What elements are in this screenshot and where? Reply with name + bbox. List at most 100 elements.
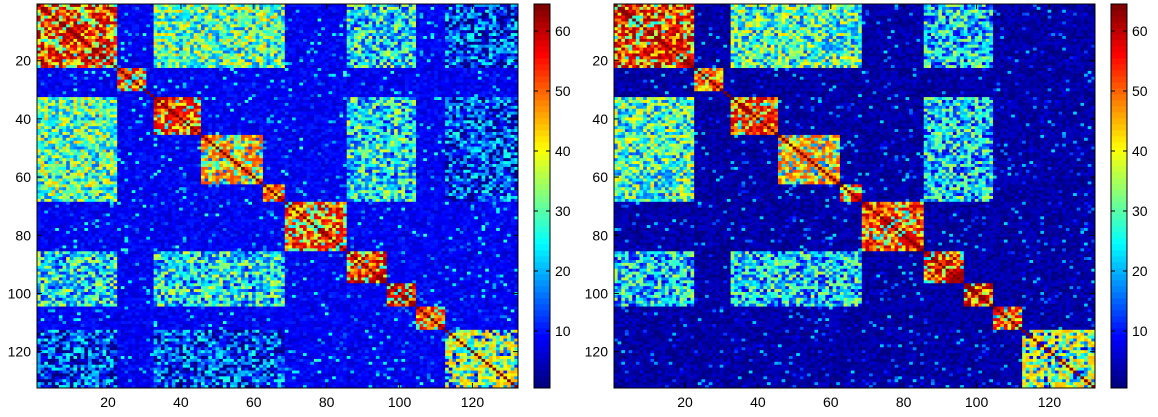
- heatmap-cell: [318, 59, 322, 62]
- heatmap-cell: [194, 59, 198, 62]
- heatmap-cell: [154, 42, 158, 45]
- heatmap-cell: [278, 42, 282, 45]
- heatmap-cell: [143, 65, 147, 68]
- heatmap-cell: [139, 62, 143, 65]
- heatmap-cell: [59, 53, 63, 56]
- heatmap-cell: [416, 62, 420, 65]
- heatmap-cell: [471, 85, 475, 88]
- heatmap-cell: [343, 48, 347, 51]
- heatmap-cell: [263, 65, 267, 68]
- heatmap-cell: [511, 13, 515, 16]
- heatmap-cell: [376, 65, 380, 68]
- heatmap-cell: [226, 109, 230, 112]
- heatmap-cell: [241, 68, 245, 71]
- heatmap-cell: [121, 27, 125, 30]
- heatmap-cell: [183, 62, 187, 65]
- heatmap-cell: [434, 112, 438, 115]
- heatmap-cell: [99, 71, 103, 74]
- heatmap-cell: [41, 80, 45, 83]
- heatmap-cell: [380, 7, 384, 10]
- heatmap-cell: [441, 45, 445, 48]
- heatmap-cell: [234, 16, 238, 19]
- heatmap-cell: [135, 36, 139, 39]
- heatmap-cell: [121, 7, 125, 10]
- heatmap-cell: [48, 65, 52, 68]
- heatmap-cell: [288, 33, 292, 36]
- heatmap-cell: [154, 24, 158, 27]
- heatmap-cell: [383, 77, 387, 80]
- heatmap-cell: [223, 21, 227, 24]
- heatmap-cell: [237, 106, 241, 109]
- heatmap-cell: [387, 80, 391, 83]
- heatmap-cell: [165, 33, 169, 36]
- heatmap-cell: [55, 65, 59, 68]
- heatmap-cell: [434, 68, 438, 71]
- heatmap-cell: [223, 45, 227, 48]
- heatmap-cell: [318, 71, 322, 74]
- heatmap-cell: [52, 80, 56, 83]
- heatmap-cell: [88, 33, 92, 36]
- heatmap-cell: [88, 13, 92, 16]
- heatmap-cell: [387, 100, 391, 103]
- heatmap-cell: [186, 45, 190, 48]
- heatmap-cell: [390, 71, 394, 74]
- heatmap-cell: [449, 30, 453, 33]
- heatmap-cell: [226, 56, 230, 59]
- heatmap-cell: [431, 88, 435, 91]
- heatmap-cell: [154, 19, 158, 22]
- heatmap-cell: [77, 97, 81, 100]
- heatmap-cell: [285, 24, 289, 27]
- heatmap-cell: [70, 19, 74, 22]
- heatmap-cell: [154, 56, 158, 59]
- heatmap-cell: [354, 68, 358, 71]
- heatmap-cell: [190, 42, 194, 45]
- heatmap-cell: [478, 106, 482, 109]
- heatmap-cell: [132, 56, 136, 59]
- heatmap-cell: [168, 94, 172, 97]
- heatmap-cell: [270, 7, 274, 10]
- heatmap-cell: [299, 112, 303, 115]
- heatmap-cell: [110, 53, 114, 56]
- heatmap-cell: [336, 36, 340, 39]
- heatmap-cell: [307, 59, 311, 62]
- heatmap-cell: [412, 88, 416, 91]
- heatmap-cell: [135, 16, 139, 19]
- heatmap-cell: [55, 68, 59, 71]
- heatmap-cell: [230, 103, 234, 106]
- heatmap-cell: [460, 39, 464, 42]
- heatmap-cell: [128, 103, 132, 106]
- heatmap-cell: [463, 97, 467, 100]
- heatmap-cell: [507, 94, 511, 97]
- heatmap-cell: [256, 74, 260, 77]
- heatmap-cell: [270, 27, 274, 30]
- heatmap-cell: [270, 80, 274, 83]
- heatmap-cell: [365, 71, 369, 74]
- heatmap-cell: [216, 27, 220, 30]
- heatmap-cell: [274, 33, 278, 36]
- heatmap-cell: [387, 39, 391, 42]
- heatmap-cell: [416, 85, 420, 88]
- heatmap-cell: [114, 109, 118, 112]
- heatmap-cell: [460, 65, 464, 68]
- heatmap-cell: [92, 77, 96, 80]
- heatmap-cell: [471, 33, 475, 36]
- heatmap-cell: [205, 85, 209, 88]
- heatmap-cell: [405, 24, 409, 27]
- heatmap-cell: [420, 42, 424, 45]
- heatmap-cell: [234, 100, 238, 103]
- heatmap-cell: [296, 24, 300, 27]
- heatmap-cell: [124, 53, 128, 56]
- heatmap-cell: [496, 88, 500, 91]
- heatmap-cell: [121, 109, 125, 112]
- heatmap-cell: [212, 42, 216, 45]
- heatmap-cell: [478, 59, 482, 62]
- heatmap-cell: [110, 16, 114, 19]
- heatmap-cell: [95, 68, 99, 71]
- heatmap-cell: [445, 16, 449, 19]
- heatmap-cell: [132, 7, 136, 10]
- heatmap-cell: [427, 10, 431, 13]
- heatmap-cell: [434, 33, 438, 36]
- heatmap-cell: [511, 30, 515, 33]
- heatmap-cell: [369, 45, 373, 48]
- heatmap-cell: [365, 33, 369, 36]
